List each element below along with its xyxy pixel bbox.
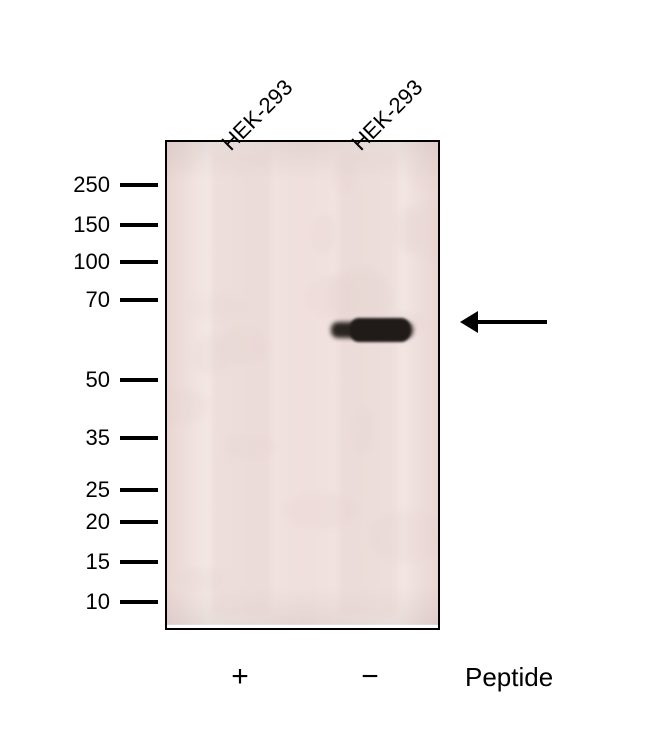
peptide-sign: − [358,660,382,694]
arrow-icon [460,311,548,333]
mw-label: 20 [86,509,110,535]
mw-tick [120,260,158,264]
mw-tick [120,378,158,382]
blot-band [350,318,410,342]
mw-tick [120,298,158,302]
mw-label: 35 [86,425,110,451]
mw-label: 100 [73,249,110,275]
mw-label: 150 [73,212,110,238]
mw-label: 10 [86,589,110,615]
peptide-sign: + [228,660,252,694]
blot-membrane-frame [165,140,440,630]
mw-tick [120,520,158,524]
mw-tick [120,223,158,227]
mw-tick [120,488,158,492]
figure-canvas: HEK-293HEK-293 25015010070503525201510 +… [0,0,650,732]
mw-label: 25 [86,477,110,503]
mw-tick [120,560,158,564]
mw-tick [120,436,158,440]
mw-tick [120,600,158,604]
mw-label: 250 [73,172,110,198]
blot-membrane-background [167,142,438,625]
mw-label: 15 [86,549,110,575]
peptide-label: Peptide [465,662,553,693]
mw-label: 50 [86,367,110,393]
band-indicator-arrow [460,311,548,338]
mw-tick [120,183,158,187]
mw-label: 70 [86,287,110,313]
